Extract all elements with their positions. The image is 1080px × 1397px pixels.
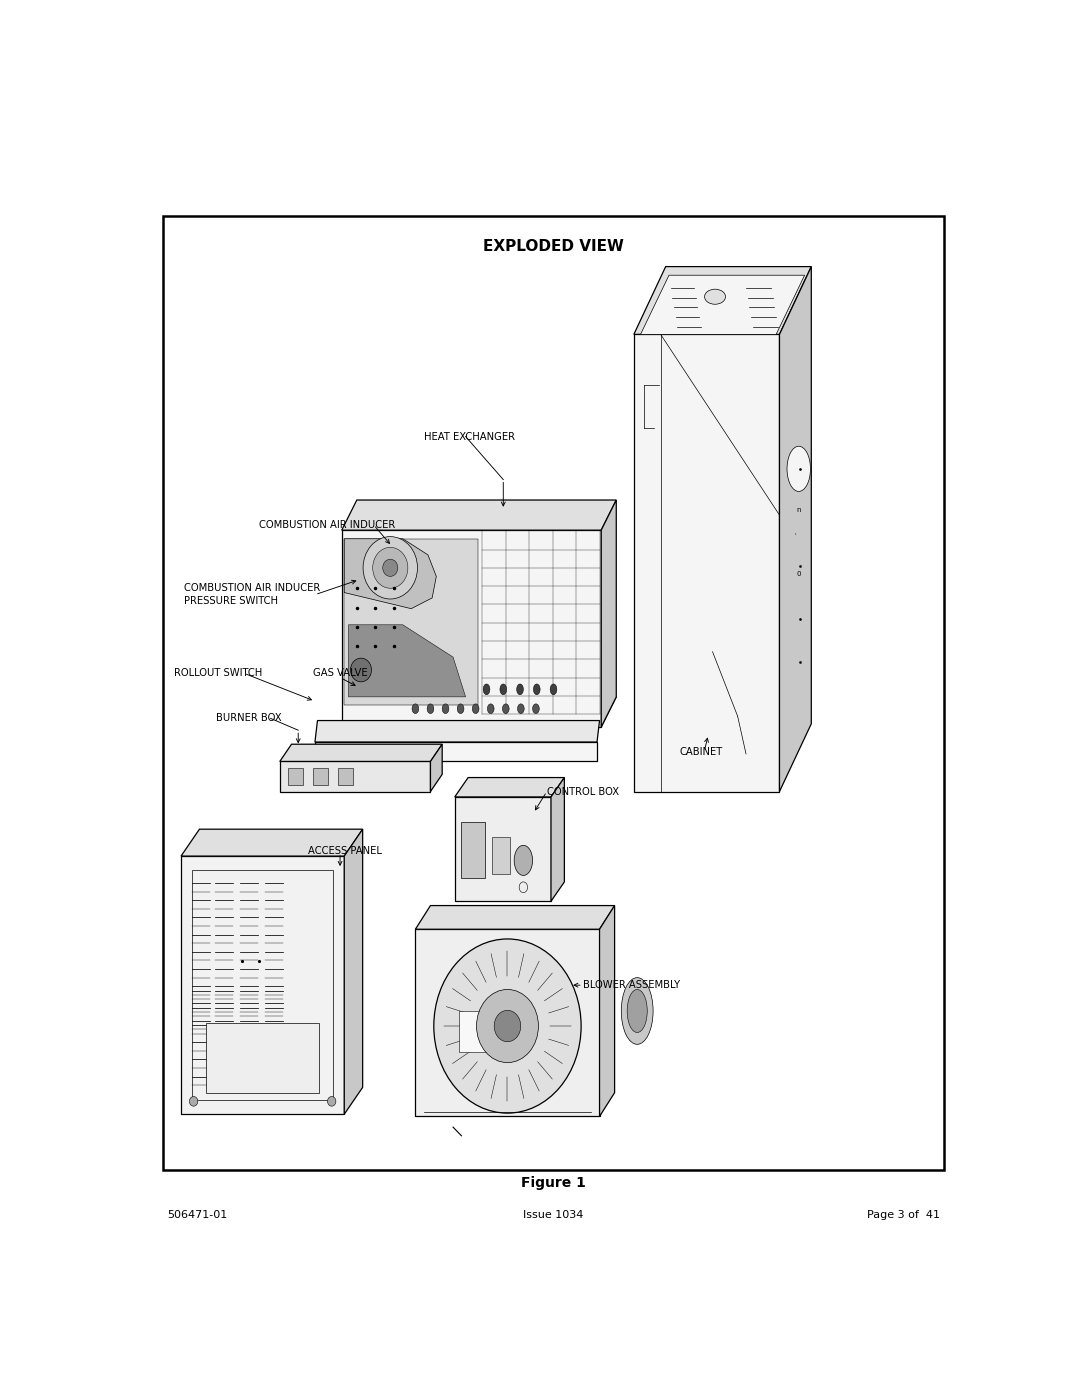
Text: EXPLODED VIEW: EXPLODED VIEW [483, 239, 624, 254]
Polygon shape [341, 500, 617, 529]
Text: BURNER BOX: BURNER BOX [216, 714, 282, 724]
Text: Issue 1034: Issue 1034 [524, 1210, 583, 1221]
Ellipse shape [532, 704, 539, 714]
Polygon shape [431, 745, 442, 792]
Bar [338, 768, 353, 785]
Ellipse shape [457, 704, 464, 714]
Text: 0: 0 [796, 571, 800, 577]
Polygon shape [634, 267, 811, 334]
Ellipse shape [704, 289, 726, 305]
Text: Page 3 of  41: Page 3 of 41 [867, 1210, 941, 1221]
Polygon shape [181, 830, 363, 856]
Polygon shape [345, 830, 363, 1115]
Text: ACCESS PANEL: ACCESS PANEL [308, 845, 382, 856]
Ellipse shape [516, 685, 524, 694]
Text: GAS VALVE: GAS VALVE [313, 668, 368, 678]
Polygon shape [416, 929, 599, 1116]
Ellipse shape [517, 704, 524, 714]
Text: n: n [796, 507, 800, 513]
Ellipse shape [621, 978, 653, 1045]
Polygon shape [416, 905, 615, 929]
Ellipse shape [351, 658, 372, 682]
Polygon shape [315, 721, 599, 742]
Ellipse shape [472, 704, 480, 714]
Text: COMBUSTION AIR INDUCER: COMBUSTION AIR INDUCER [259, 520, 395, 529]
Text: COMBUSTION AIR INDUCER
PRESSURE SWITCH: COMBUSTION AIR INDUCER PRESSURE SWITCH [184, 584, 320, 606]
Polygon shape [345, 539, 436, 609]
Text: HEAT EXCHANGER: HEAT EXCHANGER [423, 432, 515, 441]
Ellipse shape [327, 1097, 336, 1106]
Bar [206, 1023, 320, 1092]
Ellipse shape [787, 446, 810, 492]
Ellipse shape [476, 989, 539, 1063]
Polygon shape [599, 905, 615, 1116]
Ellipse shape [495, 1010, 521, 1042]
Ellipse shape [373, 548, 408, 588]
Ellipse shape [534, 685, 540, 694]
Ellipse shape [514, 845, 532, 876]
Bar [192, 870, 334, 1101]
Ellipse shape [189, 1097, 198, 1106]
Text: ROLLOUT SWITCH: ROLLOUT SWITCH [174, 668, 262, 678]
Bar [163, 217, 944, 1171]
Ellipse shape [382, 559, 397, 577]
Bar [461, 821, 485, 877]
Bar [313, 768, 328, 785]
Bar [491, 837, 510, 875]
Ellipse shape [413, 704, 419, 714]
Text: 506471-01: 506471-01 [166, 1210, 227, 1221]
Ellipse shape [502, 704, 509, 714]
Ellipse shape [550, 685, 557, 694]
Polygon shape [551, 778, 565, 901]
Polygon shape [181, 856, 345, 1115]
Ellipse shape [427, 704, 434, 714]
Ellipse shape [434, 939, 581, 1113]
Ellipse shape [500, 685, 507, 694]
Polygon shape [341, 529, 602, 726]
Bar [459, 1011, 508, 1052]
Polygon shape [345, 539, 478, 705]
Polygon shape [455, 796, 551, 901]
Polygon shape [280, 761, 431, 792]
Ellipse shape [363, 536, 418, 599]
Ellipse shape [627, 989, 647, 1032]
Polygon shape [341, 697, 617, 726]
Text: Figure 1: Figure 1 [521, 1176, 586, 1190]
Ellipse shape [483, 685, 490, 694]
Bar [288, 768, 303, 785]
Polygon shape [640, 275, 805, 334]
Text: BLOWER ASSEMBLY: BLOWER ASSEMBLY [583, 981, 680, 990]
Ellipse shape [442, 704, 449, 714]
Polygon shape [315, 742, 597, 761]
Ellipse shape [487, 704, 494, 714]
Text: CABINET: CABINET [679, 747, 723, 757]
Polygon shape [280, 745, 442, 761]
Polygon shape [634, 334, 780, 792]
Polygon shape [455, 778, 565, 796]
Polygon shape [349, 624, 465, 697]
Text: CONTROL BOX: CONTROL BOX [546, 787, 619, 796]
Polygon shape [780, 267, 811, 792]
Polygon shape [602, 500, 617, 726]
